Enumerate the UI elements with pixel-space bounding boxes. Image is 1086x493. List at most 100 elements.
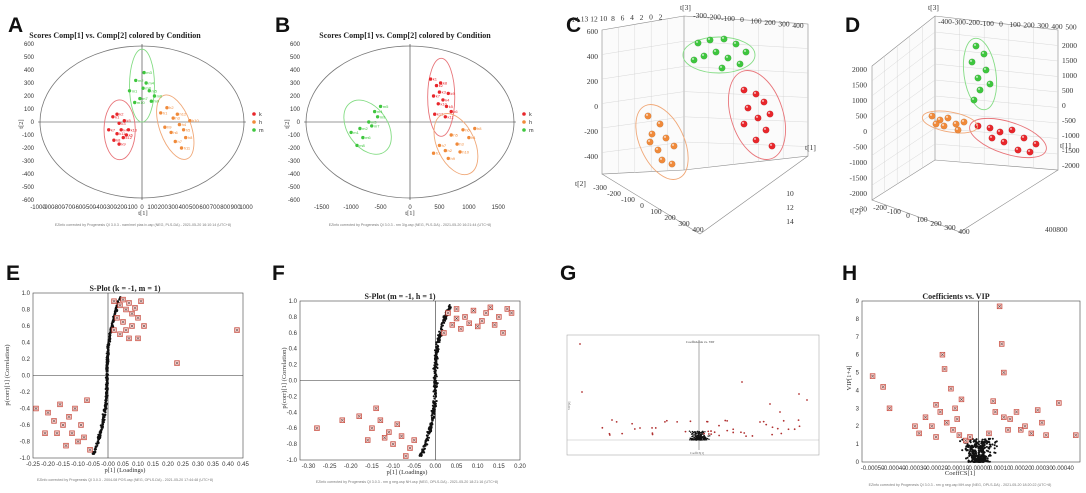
data-point-k-highlight — [741, 121, 745, 124]
group-ellipse-m — [682, 36, 756, 74]
data-point-k — [766, 110, 774, 118]
point-label-h: h2 — [448, 148, 453, 153]
x-tick-label: 0.25 — [177, 462, 189, 468]
z-tick-label: 2000 — [852, 65, 867, 74]
panel-b-xlabel: t[1] — [405, 210, 414, 217]
point-label-k: k12 — [437, 112, 444, 117]
significant-marker-cross — [945, 421, 949, 425]
y-tick-label: 0.0 — [22, 374, 31, 380]
data-point-k-highlight — [753, 91, 757, 94]
significant-marker-cross — [391, 442, 395, 446]
data-point-k — [438, 81, 443, 85]
panel-a-axes: -1000-900-800-700-600-500-400-300-200-10… — [22, 42, 253, 211]
x-tick-label: 0 — [408, 205, 412, 211]
significant-marker-cross — [64, 444, 68, 448]
z-tick-label: 1500 — [852, 81, 867, 90]
panel-d-marks — [921, 37, 1047, 159]
panel-d-ylabel: t[2] — [850, 206, 861, 215]
significant-marker-cross — [471, 308, 476, 313]
point-label-k: k7 — [111, 127, 116, 132]
data-point-k — [740, 86, 748, 94]
significant-marker-cross — [953, 406, 957, 410]
x-tick-label: -0.00000 — [967, 466, 991, 472]
significant-marker-cross — [1002, 415, 1006, 419]
data-point-k — [441, 98, 445, 102]
data-point-h-highlight — [945, 115, 949, 118]
significant-marker-cross — [913, 424, 917, 428]
top-tick-label: -200 — [966, 18, 980, 27]
bottom-tick-label: 100 — [916, 215, 928, 224]
significant-marker-cross — [484, 311, 488, 315]
point-label-k: k8 — [116, 138, 121, 143]
cluster-point — [978, 445, 981, 449]
x-tick-label: 0.40 — [222, 462, 234, 468]
legend-marker-m — [252, 128, 256, 132]
group-ellipse-h — [433, 113, 479, 176]
data-point-h — [461, 128, 465, 132]
x-tick-label: 700 — [210, 205, 221, 211]
cluster-point — [697, 432, 700, 434]
y-tick-label: 0.2 — [22, 357, 31, 363]
x-tick-label: -1500 — [314, 205, 330, 211]
panel-e-title: S-Plot (k = -1, m = 1) — [89, 284, 160, 293]
point-label-h: h9 — [450, 156, 455, 161]
data-point-k — [119, 128, 123, 132]
cluster-point — [443, 318, 446, 321]
data-point-m — [349, 130, 353, 135]
data-point-k-highlight — [1001, 139, 1005, 142]
data-point-m-highlight — [691, 57, 695, 61]
panel-c-zlabel: t[3] — [680, 3, 691, 12]
y-tick-label: -0.6 — [287, 426, 298, 432]
cluster-point — [700, 432, 702, 434]
data-point-m — [732, 40, 740, 48]
cluster-point — [97, 433, 101, 436]
significant-marker-cross — [942, 367, 947, 371]
cluster-point — [114, 308, 117, 311]
panel-b-score-plot: Scores Comp[1] vs. Comp[2] colored by Co… — [284, 31, 534, 227]
cluster-point — [433, 384, 436, 387]
x-tick-label: -900 — [42, 205, 55, 211]
cluster-point — [435, 343, 438, 346]
point-label-k: k1 — [433, 77, 438, 82]
cluster-point — [437, 348, 440, 351]
data-point-k — [1032, 140, 1040, 148]
significant-marker-cross — [79, 423, 83, 427]
cluster-point — [434, 395, 438, 398]
significant-marker-cross — [1044, 433, 1048, 437]
cluster-point — [991, 437, 994, 440]
legend-marker-h — [522, 120, 526, 124]
z-tick-label: -400 — [584, 152, 598, 161]
y-tick-label: 0.4 — [22, 341, 31, 347]
z-tick-label: -200 — [584, 127, 598, 136]
data-point-m-highlight — [975, 75, 979, 78]
data-point-k — [117, 142, 121, 146]
y-tick-label: 400 — [290, 68, 301, 74]
significant-marker-cross — [61, 423, 65, 427]
cluster-point — [700, 437, 703, 439]
bottom-tick-label: -100 — [621, 195, 635, 204]
point-label-m: m4 — [377, 109, 383, 114]
cluster-point — [703, 435, 705, 437]
right-tick-label: -2000 — [1062, 161, 1080, 170]
x-tick-label: -0.05 — [86, 462, 100, 468]
significant-marker — [718, 434, 721, 437]
significant-marker-cross — [115, 316, 119, 320]
data-point-h — [169, 130, 173, 135]
cluster-point — [106, 383, 109, 386]
significant-marker-cross — [949, 387, 953, 391]
data-point-m — [720, 35, 728, 43]
significant-marker-cross — [951, 428, 955, 432]
significant-marker-cross — [130, 324, 134, 328]
x-tick-label: -500 — [375, 205, 388, 211]
point-label-m: m3 — [146, 70, 152, 75]
data-point-h-highlight — [961, 119, 965, 122]
cluster-point — [694, 438, 696, 440]
top-tick-label: 0 — [999, 19, 1003, 28]
bottom-tick-label: -100 — [887, 207, 901, 216]
x-tick-label: -0.10 — [386, 464, 400, 470]
significant-marker — [732, 428, 735, 431]
x-tick-label: 200 — [158, 205, 169, 211]
point-label-k: k4 — [445, 97, 450, 102]
significant-marker — [759, 421, 761, 423]
x-tick-label: 0.35 — [207, 462, 219, 468]
